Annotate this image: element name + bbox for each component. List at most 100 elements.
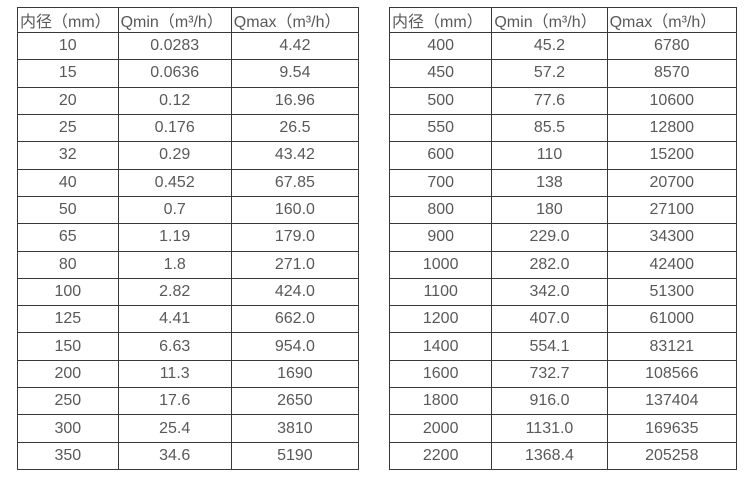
- table-cell: 1800: [388, 387, 493, 416]
- table-cell: 1131.0: [491, 414, 608, 443]
- table-row: 32 0.29 43.42: [17, 141, 360, 170]
- table-cell: 42400: [606, 250, 738, 279]
- table-row: 350 34.6 5190: [17, 441, 360, 471]
- table-cell: 32: [17, 141, 119, 170]
- table-cell: 0.0283: [117, 31, 232, 61]
- table-row: 1800 916.0 137404: [388, 387, 738, 416]
- table-cell: 51300: [606, 277, 738, 307]
- table-row: 500 77.6 10600: [388, 86, 738, 115]
- table-cell: 0.29: [117, 141, 232, 170]
- flow-rate-table-large-diameters: 内径（mm） Qmin（m³/h） Qmax（m³/h） 400 45.2 6780 45…: [388, 7, 738, 471]
- table-cell: 40: [17, 168, 119, 197]
- table-cell: 1.19: [117, 223, 232, 252]
- table-cell: 138: [491, 168, 608, 197]
- table-cell: 50: [17, 195, 119, 225]
- flow-rate-table-small-diameters: 内径（mm） Qmin（m³/h） Qmax（m³/h） 10 0.0283 4.42 1…: [17, 7, 360, 471]
- table-cell: 900: [388, 223, 493, 252]
- table-cell: 179.0: [230, 223, 360, 252]
- table-cell: 57.2: [491, 59, 608, 88]
- table-row: 1600 732.7 108566: [388, 359, 738, 389]
- table-cell: 125: [17, 305, 119, 334]
- table-cell: 65: [17, 223, 119, 252]
- table-cell: 0.0636: [117, 59, 232, 88]
- table-row: 300 25.4 3810: [17, 414, 360, 443]
- table-cell: 34300: [606, 223, 738, 252]
- table-cell: 15: [17, 59, 119, 88]
- table-cell: 67.85: [230, 168, 360, 197]
- table-cell: 450: [388, 59, 493, 88]
- table-cell: 282.0: [491, 250, 608, 279]
- table-cell: 400: [388, 31, 493, 61]
- table-cell: 2200: [388, 441, 493, 471]
- table-cell: 205258: [606, 441, 738, 471]
- table-cell: 407.0: [491, 305, 608, 334]
- table-row: 80 1.8 271.0: [17, 250, 360, 279]
- column-header: Qmax（m³/h）: [606, 7, 738, 33]
- table-cell: 4.41: [117, 305, 232, 334]
- column-header: Qmin（m³/h）: [491, 7, 608, 33]
- table-row: 100 2.82 424.0: [17, 277, 360, 307]
- table-cell: 4.42: [230, 31, 360, 61]
- table-cell: 45.2: [491, 31, 608, 61]
- table-cell: 2.82: [117, 277, 232, 307]
- table-cell: 27100: [606, 195, 738, 225]
- table-cell: 250: [17, 387, 119, 416]
- table-row: 25 0.176 26.5: [17, 113, 360, 143]
- column-header: 内径（mm）: [388, 7, 493, 33]
- column-header: Qmax（m³/h）: [230, 7, 360, 33]
- table-row: 700 138 20700: [388, 168, 738, 197]
- table-cell: 1368.4: [491, 441, 608, 471]
- table-row: 1000 282.0 42400: [388, 250, 738, 279]
- table-cell: 1.8: [117, 250, 232, 279]
- table-cell: 0.12: [117, 86, 232, 115]
- table-cell: 500: [388, 86, 493, 115]
- table-cell: 0.7: [117, 195, 232, 225]
- table-header-row: 内径（mm） Qmin（m³/h） Qmax（m³/h）: [17, 7, 360, 33]
- table-cell: 150: [17, 332, 119, 361]
- table-row: 600 110 15200: [388, 141, 738, 170]
- table-row: 1200 407.0 61000: [388, 305, 738, 334]
- table-cell: 1690: [230, 359, 360, 389]
- table-cell: 0.176: [117, 113, 232, 143]
- table-cell: 2650: [230, 387, 360, 416]
- table-cell: 300: [17, 414, 119, 443]
- table-row: 1100 342.0 51300: [388, 277, 738, 307]
- table-cell: 1100: [388, 277, 493, 307]
- table-cell: 550: [388, 113, 493, 143]
- table-row: 450 57.2 8570: [388, 59, 738, 88]
- table-row: 250 17.6 2650: [17, 387, 360, 416]
- table-cell: 16.96: [230, 86, 360, 115]
- table-row: 50 0.7 160.0: [17, 195, 360, 225]
- table-cell: 10: [17, 31, 119, 61]
- table-cell: 424.0: [230, 277, 360, 307]
- column-header: Qmin（m³/h）: [117, 7, 232, 33]
- table-row: 10 0.0283 4.42: [17, 31, 360, 61]
- table-cell: 1000: [388, 250, 493, 279]
- table-cell: 11.3: [117, 359, 232, 389]
- table-cell: 20: [17, 86, 119, 115]
- table-cell: 2000: [388, 414, 493, 443]
- table-cell: 169635: [606, 414, 738, 443]
- table-row: 65 1.19 179.0: [17, 223, 360, 252]
- table-cell: 800: [388, 195, 493, 225]
- table-row: 2000 1131.0 169635: [388, 414, 738, 443]
- table-cell: 9.54: [230, 59, 360, 88]
- column-header: 内径（mm）: [17, 7, 119, 33]
- table-cell: 17.6: [117, 387, 232, 416]
- table-cell: 0.452: [117, 168, 232, 197]
- table-cell: 10600: [606, 86, 738, 115]
- table-row: 150 6.63 954.0: [17, 332, 360, 361]
- table-cell: 200: [17, 359, 119, 389]
- table-row: 40 0.452 67.85: [17, 168, 360, 197]
- table-cell: 1200: [388, 305, 493, 334]
- table-cell: 6780: [606, 31, 738, 61]
- table-cell: 271.0: [230, 250, 360, 279]
- table-cell: 350: [17, 441, 119, 471]
- table-cell: 8570: [606, 59, 738, 88]
- table-row: 2200 1368.4 205258: [388, 441, 738, 471]
- table-cell: 662.0: [230, 305, 360, 334]
- table-cell: 12800: [606, 113, 738, 143]
- table-row: 1400 554.1 83121: [388, 332, 738, 361]
- table-cell: 954.0: [230, 332, 360, 361]
